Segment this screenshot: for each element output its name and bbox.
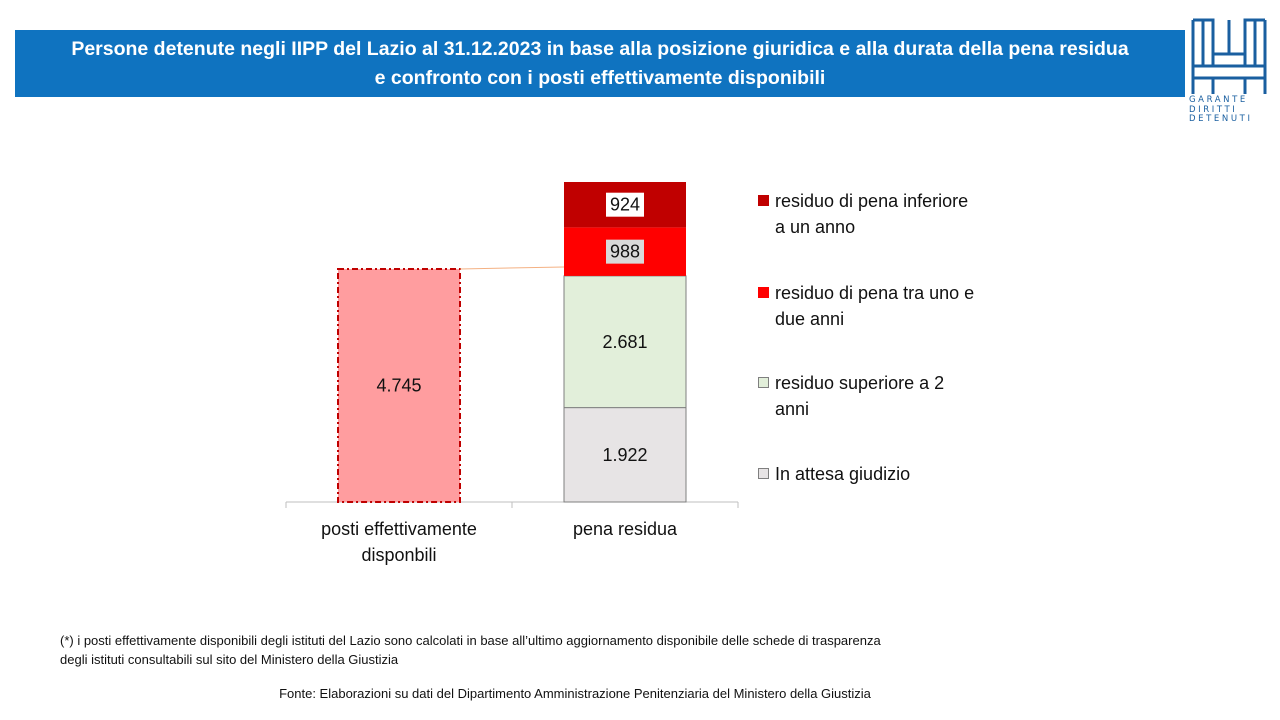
logo-text-line: DETENUTI xyxy=(1189,114,1253,124)
logo-text-line: DIRITTI xyxy=(1189,104,1238,115)
bar-posti-disponibili xyxy=(337,267,461,503)
legend-item: residuo di pena inferiore a un anno xyxy=(758,188,1015,240)
category-label-line: posti effettivamente xyxy=(321,519,477,539)
legend-label-line: anni xyxy=(775,399,810,419)
category-label: posti effettivamente disponbili xyxy=(289,516,509,568)
data-label-segment-2: 988 xyxy=(610,242,640,262)
bar-segment-0 xyxy=(563,407,687,503)
footnote-line-2: degli istituti consultabili sul sito del… xyxy=(60,652,399,667)
legend-label: In attesa giudizio xyxy=(775,461,1015,487)
chart-title-line-1: Persone detenute negli IIPP del Lazio al… xyxy=(71,37,1129,60)
legend-swatch xyxy=(758,195,769,206)
legend-label-line: residuo di pena inferiore xyxy=(775,191,969,211)
source-note: Fonte: Elaborazioni su dati del Dipartim… xyxy=(279,686,871,701)
legend-item: residuo di pena tra uno e due anni xyxy=(758,280,1015,332)
legend-label: residuo superiore a 2 anni xyxy=(775,370,1015,422)
logo-text-line: GARANTE xyxy=(1189,95,1248,105)
footnote-line-1: (*) i posti effettivamente disponibili d… xyxy=(60,633,881,648)
legend-label-line: a un anno xyxy=(775,217,856,237)
legend-item: In attesa giudizio xyxy=(758,461,1015,487)
data-label-posti-disponibili: 4.745 xyxy=(376,375,421,395)
legend-label-line: In attesa giudizio xyxy=(775,464,911,484)
bar-segment-1 xyxy=(563,275,687,409)
capacity-connector-line xyxy=(459,266,565,270)
data-label-segment-0: 1.922 xyxy=(602,445,647,465)
category-label-line: pena residua xyxy=(572,519,678,539)
legend-label-line: residuo di pena tra uno e xyxy=(775,283,975,303)
logo-text: GARANTE DIRITTI DETENUTI xyxy=(1189,95,1269,125)
data-label-box-3 xyxy=(606,192,644,217)
category-label: pena residua xyxy=(515,516,735,542)
data-label-segment-3: 924 xyxy=(610,195,640,215)
footnote: (*) i posti effettivamente disponibili d… xyxy=(60,631,1040,669)
legend-swatch xyxy=(758,287,769,298)
data-label-box-2 xyxy=(606,239,644,264)
legend-label-line: due anni xyxy=(775,309,845,329)
legend-swatch xyxy=(758,468,769,479)
legend-item: residuo superiore a 2 anni xyxy=(758,370,1015,422)
legend-label: residuo di pena inferiore a un anno xyxy=(775,188,1015,240)
category-label-line: disponbili xyxy=(361,545,437,565)
legend-label-line: residuo superiore a 2 xyxy=(775,373,945,393)
garante-logo-icon xyxy=(1191,18,1267,94)
legend-swatch xyxy=(758,377,769,388)
legend-label: residuo di pena tra uno e due anni xyxy=(775,280,1015,332)
chart-title-line-2: e confronto con i posti effettivamente d… xyxy=(374,66,826,89)
title-bar: Persone detenute negli IIPP del Lazio al… xyxy=(15,30,1185,97)
data-label-segment-1: 2.681 xyxy=(602,332,647,352)
